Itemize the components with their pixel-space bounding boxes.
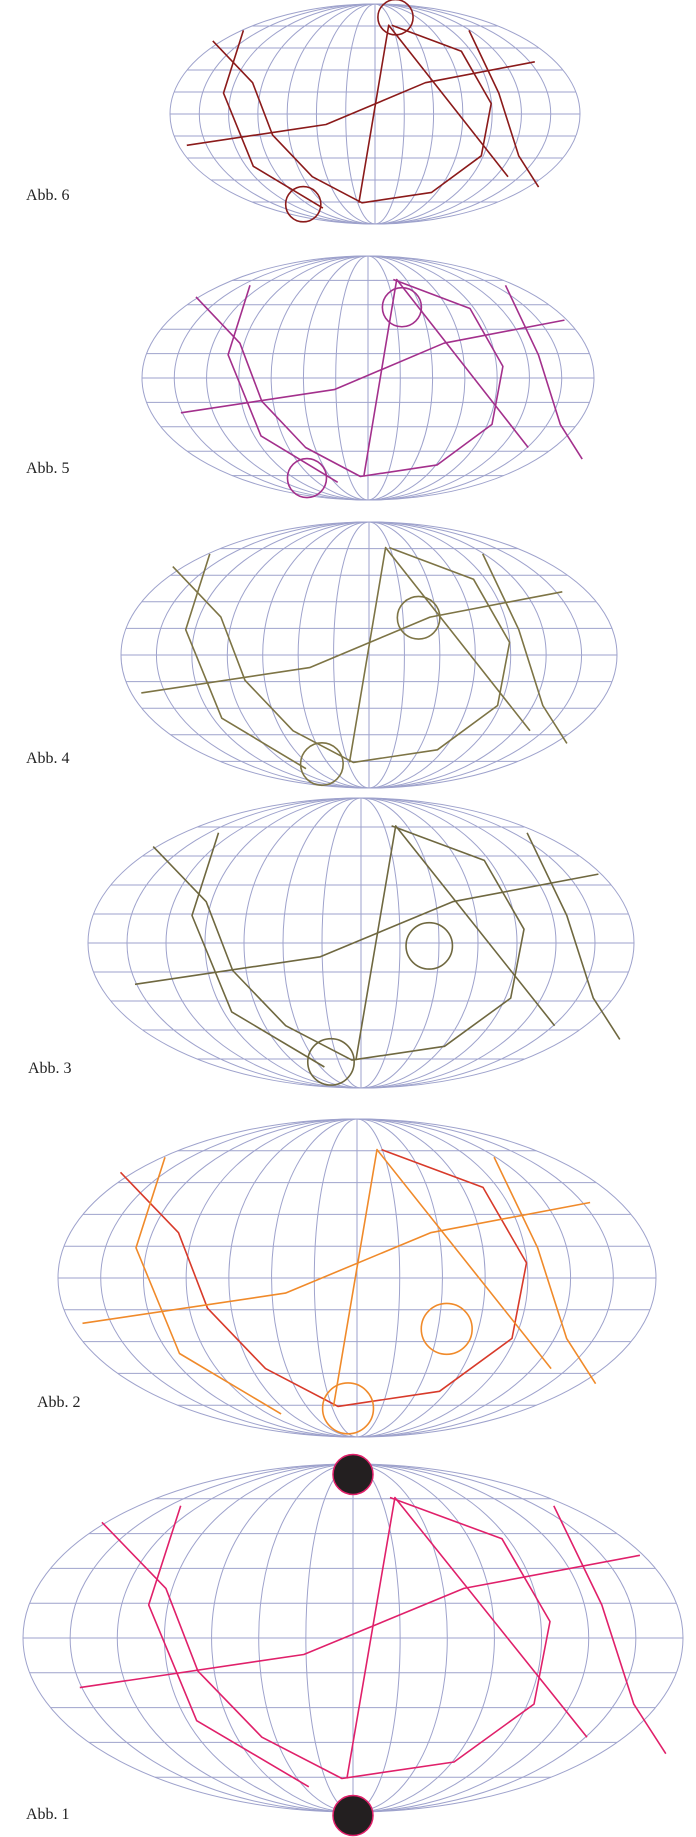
plate-boundary — [83, 1203, 591, 1324]
pole-circle — [406, 923, 452, 969]
plate-boundary — [228, 285, 338, 482]
map-panel: Abb. 5 — [26, 256, 594, 500]
pole-dot — [333, 1454, 373, 1494]
plate-boundary — [186, 554, 306, 769]
pole-circle — [421, 1303, 472, 1354]
plate-boundary — [149, 1506, 309, 1787]
figure-label: Abb. 4 — [26, 750, 70, 767]
plate-boundary — [181, 320, 565, 413]
figure-page: Abb. 6 Abb. 5 Abb. 4 Abb. 3 Abb. 2 Abb. 1 — [0, 0, 696, 1837]
pole-circle — [323, 1383, 374, 1434]
plate-boundary — [80, 1555, 640, 1687]
plate-boundary — [136, 1157, 281, 1414]
map-panel: Abb. 4 — [26, 522, 617, 788]
figure-label: Abb. 3 — [28, 1060, 72, 1077]
map-panel: Abb. 3 — [28, 798, 634, 1088]
figure-label: Abb. 1 — [26, 1806, 70, 1823]
figure-label: Abb. 5 — [26, 460, 70, 477]
pole-circle — [301, 743, 344, 786]
pole-circle — [397, 596, 440, 639]
map-panel: Abb. 1 — [23, 1454, 683, 1835]
plate-boundary — [224, 30, 323, 208]
map-panel: Abb. 2 — [37, 1119, 656, 1437]
figure-label: Abb. 6 — [26, 187, 70, 204]
map-panel: Abb. 6 — [26, 0, 580, 224]
pole-circle — [382, 288, 421, 327]
plate-boundary — [135, 874, 598, 984]
pole-dot — [333, 1795, 373, 1835]
plate-boundary — [192, 833, 324, 1067]
figure-label: Abb. 2 — [37, 1394, 81, 1411]
